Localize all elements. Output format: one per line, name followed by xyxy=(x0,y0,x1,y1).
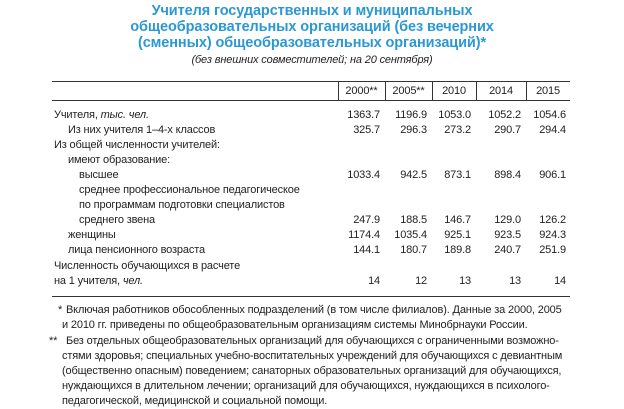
row-label-text: Учителя, xyxy=(54,109,98,121)
title-line: общеобразовательных организаций (без веч… xyxy=(130,19,494,35)
cell-value: 294.4 xyxy=(539,124,566,136)
cell-value: 144.1 xyxy=(353,244,380,256)
title-line: Учителя государственных и муниципальных xyxy=(151,3,473,19)
column-header: 2014 xyxy=(489,85,513,97)
row-label: Из общей численности учителей: xyxy=(54,138,220,152)
cell-value: 13 xyxy=(459,275,471,287)
cell-value: 898.4 xyxy=(494,169,521,181)
row-label: Из них учителя 1–4-х классов xyxy=(68,123,215,137)
footnote-marker: * xyxy=(58,304,63,316)
row-label-text: имеют образование: xyxy=(68,154,171,166)
footnote-text: нуждающихся в длительном лечении; органи… xyxy=(62,380,550,392)
cell-value: 296.3 xyxy=(400,124,427,136)
cell-value: 1052.2 xyxy=(488,109,521,121)
row-label-text: среднего звена xyxy=(79,214,156,226)
cell-value: 14 xyxy=(554,275,566,287)
table-rule xyxy=(52,81,570,82)
cell-value: 1033.4 xyxy=(347,169,380,181)
row-unit: тыс. чел. xyxy=(100,109,149,121)
cell-value: 923.5 xyxy=(494,229,521,241)
cell-value: 180.7 xyxy=(400,244,427,256)
row-label-text: среднее профессиональное педагогическое xyxy=(79,184,300,196)
row-label: среднего звена xyxy=(79,213,155,227)
column-divider xyxy=(432,81,433,101)
column-header: 2005** xyxy=(392,85,425,97)
cell-value: 247.9 xyxy=(353,214,380,226)
cell-value: 1196.9 xyxy=(395,109,427,121)
cell-value: 1363.7 xyxy=(347,109,380,121)
cell-value: 14 xyxy=(368,275,380,287)
column-divider xyxy=(385,81,386,101)
footnote-marker: ** xyxy=(49,335,58,347)
cell-value: 925.1 xyxy=(444,229,471,241)
cell-value: 273.2 xyxy=(444,124,471,136)
cell-value: 240.7 xyxy=(494,244,521,256)
cell-value: 906.1 xyxy=(539,169,566,181)
row-label-text: женщины xyxy=(68,229,116,241)
cell-value: 1174.4 xyxy=(348,229,380,241)
cell-value: 188.5 xyxy=(400,214,427,226)
row-label-text: на 1 учителя, xyxy=(54,275,120,287)
cell-value: 251.9 xyxy=(539,244,566,256)
column-header: 2015 xyxy=(536,85,560,97)
row-label-text: Из общей численности учителей: xyxy=(54,139,220,151)
cell-value: 129.0 xyxy=(494,214,521,226)
column-divider xyxy=(526,81,527,101)
cell-value: 942.5 xyxy=(400,169,427,181)
column-header: 2000** xyxy=(345,85,378,97)
row-label: на 1 учителя, чел. xyxy=(54,274,143,288)
row-label-text: Численность обучающихся в расчете xyxy=(54,260,241,272)
row-label: среднее профессиональное педагогическое xyxy=(79,183,300,197)
footnote-text: и 2010 гг. приведены по общеобразователь… xyxy=(62,319,528,331)
cell-value: 126.2 xyxy=(539,214,566,226)
cell-value: 873.1 xyxy=(444,169,471,181)
table-rule xyxy=(52,296,570,297)
row-label: по программам подготовки специалистов xyxy=(79,198,285,212)
column-divider xyxy=(338,81,339,101)
footnote-text: стями здоровья; специальных учебно-воспи… xyxy=(62,350,563,362)
cell-value: 12 xyxy=(415,275,427,287)
cell-value: 924.3 xyxy=(539,229,566,241)
cell-value: 13 xyxy=(509,275,521,287)
row-label: Учителя, тыс. чел. xyxy=(54,108,149,122)
column-header: 2010 xyxy=(442,85,466,97)
cell-value: 290.7 xyxy=(494,124,521,136)
cell-value: 1035.4 xyxy=(394,229,427,241)
cell-value: 1054.6 xyxy=(533,109,566,121)
cell-value: 189.8 xyxy=(444,244,471,256)
cell-value: 1053.0 xyxy=(438,109,471,121)
row-label: имеют образование: xyxy=(68,153,170,167)
cell-value: 146.7 xyxy=(444,214,471,226)
row-label: женщины xyxy=(68,228,116,242)
footnote-text: педагогической, медицинской и социальной… xyxy=(62,395,328,407)
row-label-text: Из них учителя 1–4-х классов xyxy=(68,124,216,136)
title-line: (сменных) общеобразовательных организаци… xyxy=(137,35,487,51)
row-label: высшее xyxy=(79,168,119,182)
row-label: Численность обучающихся в расчете xyxy=(54,259,240,273)
footnote-text: (общественно опасным) поведением; санато… xyxy=(62,365,562,377)
row-label: лица пенсионного возраста xyxy=(68,243,205,257)
subtitle: (без внешних совместителей; на 20 сентяб… xyxy=(191,54,433,66)
row-label-text: по программам подготовки специалистов xyxy=(79,199,285,211)
row-label-text: лица пенсионного возраста xyxy=(68,244,205,256)
footnote-text: Без отдельных общеобразовательных органи… xyxy=(66,335,559,347)
row-label-text: высшее xyxy=(79,169,119,181)
footnote-text: Включая работников обособленных подразде… xyxy=(66,304,562,316)
row-unit: чел. xyxy=(122,275,143,287)
cell-value: 325.7 xyxy=(353,124,380,136)
table-rule xyxy=(52,100,570,101)
column-divider xyxy=(476,81,477,101)
